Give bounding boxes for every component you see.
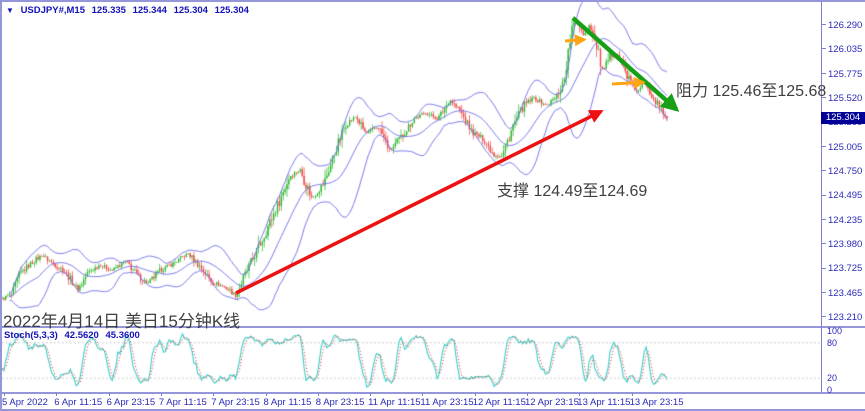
time-tick-mark [422, 393, 424, 396]
time-tick-mark [160, 393, 162, 396]
time-tick-label: 13 Apr 11:15 [577, 397, 631, 408]
time-tick-mark [370, 393, 372, 396]
price-tick-mark [822, 97, 826, 99]
panel-separator[interactable] [0, 326, 865, 328]
symbol-period-label: USDJPY#,M15 [20, 5, 85, 16]
quote-line: ▼ USDJPY#,M15 125.335 125.344 125.304 12… [6, 5, 253, 16]
price-tick-mark [822, 292, 826, 294]
time-tick-mark [56, 393, 58, 396]
time-tick-mark [527, 393, 528, 396]
resistance-annotation: 阻力 125.46至125.68 [676, 83, 827, 100]
stoch-scale-label: 80 [827, 337, 838, 348]
price-tick-label: 125.520 [828, 92, 863, 104]
time-tick-label: 12 Apr 11:15 [472, 397, 526, 408]
window-top-border [0, 0, 865, 2]
stoch-scale-label: 100 [827, 326, 843, 336]
time-tick-mark [4, 393, 5, 396]
time-tick-label: 6 Apr 23:15 [106, 397, 156, 408]
price-tick-mark [822, 219, 826, 221]
time-tick-label: 11 Apr 11:15 [368, 397, 421, 408]
price-tick-label: 126.035 [828, 43, 863, 55]
dropdown-icon[interactable]: ▼ [6, 6, 14, 15]
window-left-border [0, 0, 2, 411]
time-tick-label: 11 Apr 23:15 [420, 397, 474, 408]
price-tick-label: 123.980 [828, 238, 863, 250]
time-axis-separator [0, 392, 865, 394]
price-tick-label: 124.495 [828, 190, 863, 202]
quote-open: 125.335 [91, 5, 126, 16]
time-tick-mark [631, 393, 633, 396]
stoch-indicator-name: Stoch(5,3,3) [4, 330, 58, 341]
price-tick-label: 124.750 [828, 165, 863, 177]
time-tick-mark [265, 393, 267, 396]
price-tick-mark [822, 170, 826, 172]
current-price-tag: 125.304 [821, 112, 865, 124]
caption-annotation: 2022年4月14日 美日15分钟K线 [3, 312, 241, 331]
quote-low: 125.304 [173, 5, 208, 16]
quote-high: 125.344 [132, 5, 167, 16]
time-tick-mark [108, 393, 110, 396]
price-tick-label: 123.465 [828, 287, 863, 299]
price-tick-label: 123.725 [828, 263, 863, 275]
price-tick-mark [822, 146, 826, 148]
time-tick-mark [317, 393, 319, 396]
time-tick-label: 7 Apr 11:15 [158, 397, 207, 408]
price-tick-mark [822, 48, 826, 50]
time-tick-mark [474, 393, 476, 396]
time-tick-label: 13 Apr 23:15 [629, 397, 684, 408]
price-tick-mark [822, 243, 826, 245]
price-tick-label: 124.235 [828, 214, 863, 226]
price-tick-label: 126.290 [828, 19, 863, 31]
price-tick-label: 125.005 [828, 141, 863, 153]
price-tick-mark [822, 73, 826, 75]
time-tick-mark [579, 393, 581, 396]
price-tick-mark [822, 24, 826, 26]
stochastic-label: Stoch(5,3,3) 42.5620 45.3600 [4, 330, 144, 341]
time-tick-label: 6 Apr 11:15 [54, 397, 103, 408]
price-tick-mark [822, 316, 826, 318]
stoch-scale-label: 0 [827, 385, 833, 395]
stoch-d-value: 45.3600 [105, 330, 140, 341]
time-tick-label: 12 Apr 23:15 [525, 397, 579, 408]
price-chart-canvas[interactable] [0, 2, 822, 326]
time-tick-mark [213, 393, 215, 396]
stochastic-canvas[interactable] [0, 328, 821, 391]
price-tick-label: 123.210 [828, 311, 863, 323]
price-tick-label: 125.775 [828, 68, 863, 80]
window-bottom-border [0, 409, 865, 411]
time-tick-label: 8 Apr 23:15 [315, 397, 365, 408]
price-axis-line[interactable] [821, 2, 822, 392]
support-annotation: 支撑 124.49至124.69 [497, 183, 648, 200]
quote-close: 125.304 [214, 5, 249, 16]
stoch-k-value: 42.5620 [64, 330, 99, 341]
time-tick-label: 8 Apr 11:15 [263, 397, 312, 408]
price-tick-mark [822, 194, 826, 196]
time-tick-label: 7 Apr 23:15 [211, 397, 260, 408]
stoch-scale-label: 20 [827, 373, 838, 384]
time-tick-label: 5 Apr 2022 [2, 397, 48, 408]
price-tick-mark [822, 267, 826, 269]
